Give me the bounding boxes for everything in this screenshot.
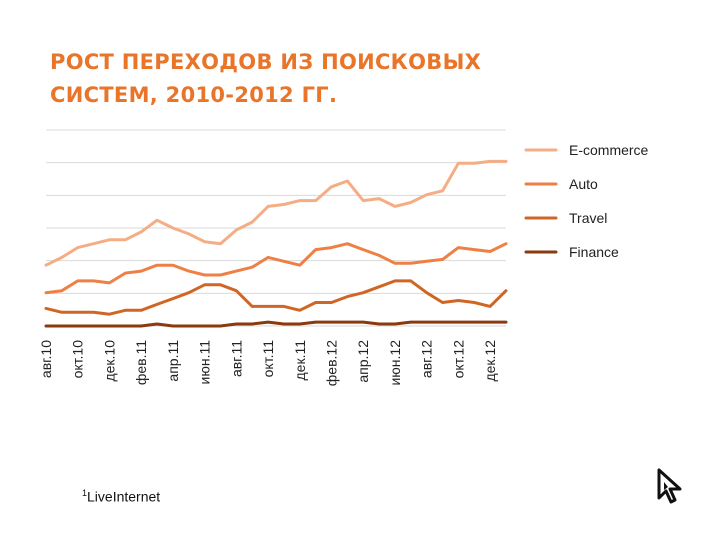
- legend-label-e-commerce: E-commerce: [569, 142, 649, 158]
- x-tick-label: дек.11: [292, 340, 308, 381]
- footnote-mark: 1: [82, 488, 88, 498]
- cursor-logo-icon: [657, 468, 682, 504]
- x-tick-label: фев.11: [133, 340, 149, 385]
- series-line-travel: [44, 279, 508, 316]
- x-tick-label: июн.12: [387, 340, 403, 386]
- chart-area: авг.10 окт.10 дек.10 фев.11 апр.11 июн.11 авг.…: [36, 124, 682, 402]
- chart-background: [36, 124, 682, 402]
- series-line-auto: [44, 242, 508, 295]
- legend-label-auto: Auto: [569, 176, 598, 192]
- x-tick-label: окт.11: [260, 340, 276, 378]
- x-tick-label: апр.11: [165, 340, 181, 382]
- x-tick-label: дек.10: [101, 340, 117, 382]
- slide-title-line-1: РОСТ ПЕРЕХОДОВ ИЗ ПОИСКОВЫХ: [50, 50, 482, 74]
- legend: E-commerce Auto Travel Finance: [524, 142, 649, 260]
- series-line-e-commerce: [44, 159, 508, 267]
- series-line-finance: [44, 320, 508, 328]
- x-tick-label: дек.12: [482, 340, 498, 382]
- slide-title-line-2: СИСТЕМ, 2010-2012 ГГ.: [50, 83, 338, 107]
- x-tick-label: авг.10: [38, 340, 54, 378]
- x-tick-label: окт.10: [70, 340, 86, 379]
- series-lines: [44, 159, 508, 328]
- x-tick-label: июн.11: [197, 340, 213, 385]
- x-tick-label: авг.12: [419, 340, 435, 378]
- source-footnote: 1LiveInternet: [82, 488, 160, 505]
- x-tick-label: авг.11: [228, 340, 244, 377]
- legend-label-travel: Travel: [569, 210, 607, 226]
- x-tick-label: апр.12: [355, 340, 371, 383]
- x-tick-label: окт.12: [450, 340, 466, 379]
- legend-label-finance: Finance: [569, 244, 619, 260]
- x-tick-label: фев.12: [324, 340, 340, 386]
- line-chart: авг.10 окт.10 дек.10 фев.11 апр.11 июн.11 авг.…: [36, 124, 682, 402]
- footnote-text: LiveInternet: [87, 488, 161, 505]
- slide-title: РОСТ ПЕРЕХОДОВ ИЗ ПОИСКОВЫХ СИСТЕМ, 2010…: [50, 46, 650, 112]
- x-axis-ticks: авг.10 окт.10 дек.10 фев.11 апр.11 июн.11 авг.…: [38, 340, 498, 386]
